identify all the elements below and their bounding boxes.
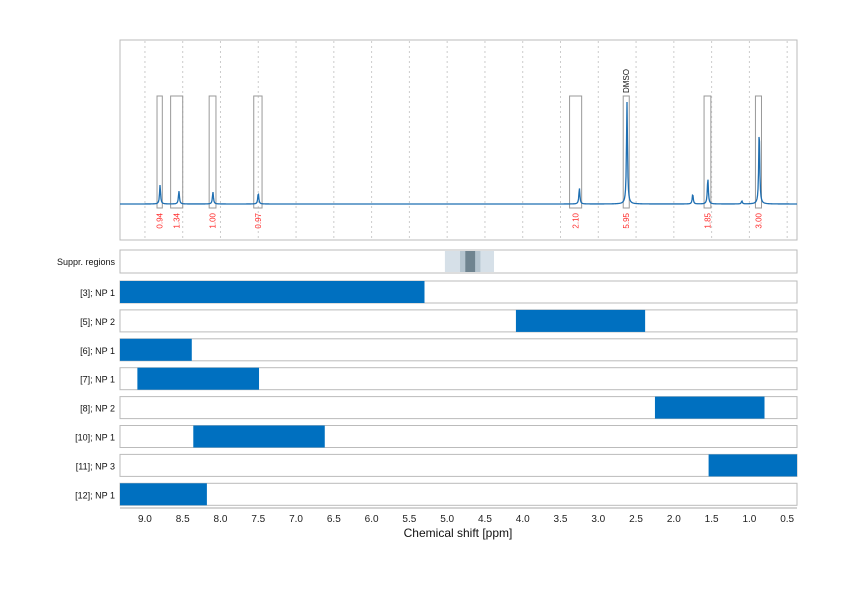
- x-tick-label: 2.5: [629, 514, 643, 525]
- x-tick-label: 7.5: [251, 514, 265, 525]
- x-tick-label: 4.0: [516, 514, 530, 525]
- x-tick-label: 1.0: [742, 514, 756, 525]
- integral-value-label: 1.34: [173, 212, 182, 228]
- row-label: [7]; NP 1: [80, 375, 115, 385]
- x-tick-label: 1.5: [705, 514, 719, 525]
- integrals: 0.94 1.34 1.00 0.97 2.10 5.95 DMSO 1.85 3.00: [156, 69, 764, 229]
- np-range-bar: [120, 483, 207, 506]
- spectrum-line: [120, 101, 797, 205]
- row-frame: [119, 367, 798, 391]
- x-tick-label: 3.0: [591, 514, 605, 525]
- integral-box: [170, 95, 184, 209]
- integral-box: [156, 95, 163, 209]
- dmso-annotation: DMSO: [622, 69, 631, 93]
- x-tick-label: 9.0: [138, 514, 152, 525]
- np-range-bar: [120, 281, 425, 303]
- x-tick-label: 2.0: [667, 514, 681, 525]
- row-frame: [119, 396, 798, 420]
- np-range-bar: [708, 454, 797, 477]
- row-frame: [119, 482, 798, 506]
- x-tick-label: 3.5: [554, 514, 568, 525]
- x-tick-label: 5.5: [402, 514, 416, 525]
- integral-value-label: 0.97: [254, 212, 263, 228]
- row-label: [8]; NP 2: [80, 404, 115, 414]
- row-frame: [119, 338, 798, 362]
- suppression-panel: Suppr. regions: [57, 249, 798, 274]
- grid: [144, 41, 788, 239]
- suppression-row-label: Suppr. regions: [57, 257, 116, 267]
- np-range-bar: [515, 309, 646, 332]
- row-frame: [119, 309, 798, 333]
- suppression-region: [465, 251, 476, 272]
- row-label: [6]; NP 1: [80, 346, 115, 356]
- integral-box: [703, 95, 712, 209]
- x-tick-label: 8.0: [214, 514, 228, 525]
- np-range-bar: [137, 367, 260, 390]
- x-tick-label: 0.5: [780, 514, 794, 525]
- x-tick-label: 6.5: [327, 514, 341, 525]
- np-range-bar: [193, 425, 325, 448]
- integral-value-label: 1.85: [703, 212, 712, 228]
- row-label: [5]; NP 2: [80, 317, 115, 327]
- integral-box: [569, 95, 583, 209]
- row-label: [11]; NP 3: [76, 461, 115, 471]
- integral-value-label: 2.10: [572, 212, 581, 228]
- integral-box: [754, 95, 762, 209]
- np-rows: [3]; NP 1 [5]; NP 2 [6]; NP 1 [7]; NP 1 [8];…: [75, 280, 798, 506]
- x-axis: 9.0 8.5 8.0 7.5 7.0 6.5 6.0 5.5 5.0 4.5 4.0 3.5 3.0 2…: [120, 507, 797, 525]
- np-range-bar: [654, 396, 765, 419]
- np-range-bar: [120, 338, 192, 361]
- spectrum-panel: [119, 39, 798, 241]
- integral-value-label: 3.00: [754, 212, 763, 228]
- x-tick-label: 5.0: [440, 514, 454, 525]
- x-tick-label: 4.5: [478, 514, 492, 525]
- integral-value-label: 5.95: [622, 212, 631, 228]
- row-label: [3]; NP 1: [80, 288, 115, 298]
- x-tick-label: 8.5: [176, 514, 190, 525]
- integral-box: [622, 95, 630, 209]
- integral-box: [208, 95, 217, 209]
- row-label: [12]; NP 1: [75, 490, 115, 500]
- x-tick-label: 6.0: [365, 514, 379, 525]
- integral-value-label: 1.00: [209, 212, 218, 228]
- integral-box: [253, 95, 263, 209]
- x-axis-label: Chemical shift [ppm]: [404, 526, 513, 540]
- row-label: [10]; NP 1: [75, 433, 115, 443]
- row-frame: [119, 453, 798, 477]
- integral-value-label: 0.94: [156, 212, 165, 228]
- x-tick-label: 7.0: [289, 514, 303, 525]
